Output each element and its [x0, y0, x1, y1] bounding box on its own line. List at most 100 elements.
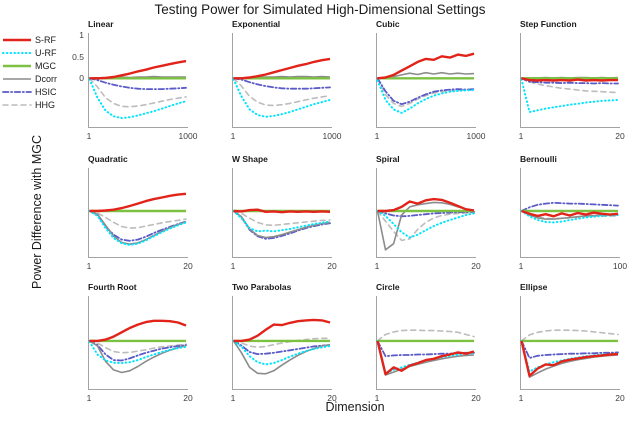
series-u-rf-exponential	[232, 78, 331, 118]
series-hhg-spiral	[376, 210, 475, 242]
x-tick-min-bernoulli: 1	[518, 261, 524, 271]
legend-item-dcorr: Dcorr	[2, 72, 86, 85]
series-s-rf-ellipse	[520, 340, 619, 378]
subplot-step-function: Step Function 1 20	[519, 19, 625, 142]
y-tick-0: 0	[79, 73, 84, 84]
series-dcorr-circle	[376, 340, 475, 376]
series-u-rf-spiral	[376, 210, 475, 239]
subplot-ellipse: Ellipse 1 20	[519, 282, 625, 404]
x-tick-max-spiral: 20	[471, 261, 481, 271]
subplot-title-circle: Circle	[376, 282, 400, 292]
subplot-plot-area-exponential	[232, 33, 332, 128]
series-u-rf-cubic	[376, 79, 475, 114]
subplot-plot-area-fourth-root	[88, 296, 188, 390]
x-tick-max-fourth-root: 20	[183, 393, 193, 403]
x-tick-min-linear: 1	[86, 131, 92, 141]
legend-item-mgc: MGC	[2, 59, 86, 72]
subplot-title-two-parabolas: Two Parabolas	[232, 282, 292, 292]
series-hhg-exponential	[232, 77, 331, 107]
subplot-plot-area-w-shape	[232, 168, 332, 258]
x-tick-max-w-shape: 20	[327, 261, 337, 271]
subplot-title-linear: Linear	[88, 19, 114, 29]
figure-title: Testing Power for Simulated High-Dimensi…	[154, 2, 486, 17]
x-tick-max-cubic: 1000	[466, 131, 486, 141]
subplot-plot-area-bernoulli	[520, 168, 620, 258]
x-tick-min-spiral: 1	[374, 261, 380, 271]
series-hsic-cubic	[376, 77, 475, 106]
series-hsic-ellipse	[520, 340, 619, 359]
x-tick-max-step-function: 20	[615, 131, 625, 141]
subplot-plot-area-quadratic	[88, 168, 188, 258]
series-dcorr-cubic	[377, 71, 475, 80]
legend-item-hsic: HSIC	[2, 85, 86, 98]
x-tick-max-circle: 20	[471, 393, 481, 403]
series-u-rf-two-parabolas	[232, 339, 331, 366]
subplot-title-quadratic: Quadratic	[88, 154, 128, 164]
series-hhg-w-shape	[232, 210, 331, 227]
series-s-rf-spiral	[377, 197, 475, 213]
series-u-rf-linear	[88, 78, 187, 120]
y-tick-1: 1	[79, 30, 84, 41]
x-tick-max-ellipse: 20	[615, 393, 625, 403]
legend-line-sample-hhg	[2, 103, 32, 106]
subplot-two-parabolas: Two Parabolas 1 20	[231, 282, 337, 404]
x-tick-min-circle: 1	[374, 393, 380, 403]
series-hhg-ellipse	[520, 329, 619, 342]
legend-label-dcorr: Dcorr	[35, 73, 57, 84]
legend-line-sample-dcorr	[3, 77, 31, 80]
series-u-rf-fourth-root	[88, 340, 187, 365]
subplot-plot-area-step-function	[520, 33, 620, 128]
series-hhg-step-function	[520, 77, 619, 94]
subplot-title-fourth-root: Fourth Root	[88, 282, 137, 292]
legend-line-sample-hsic	[2, 90, 32, 93]
x-tick-min-cubic: 1	[374, 131, 380, 141]
series-s-rf-circle	[376, 340, 475, 376]
series-dcorr-w-shape	[233, 210, 331, 239]
x-tick-max-linear: 1000	[178, 131, 198, 141]
x-tick-min-quadratic: 1	[86, 261, 92, 271]
x-tick-max-exponential: 1000	[322, 131, 342, 141]
series-s-rf-exponential	[233, 57, 331, 80]
subplot-spiral: Spiral 1 20	[375, 154, 481, 272]
series-hsic-linear	[88, 77, 187, 90]
subplot-plot-area-ellipse	[520, 296, 620, 390]
y-tick-0-5: 0.5	[72, 51, 84, 62]
subplot-title-cubic: Cubic	[376, 19, 400, 29]
series-hsic-fourth-root	[88, 340, 187, 362]
x-tick-max-bernoulli: 100	[612, 261, 628, 271]
series-hhg-quadratic	[88, 210, 187, 229]
subplot-bernoulli: Bernoulli 1 100	[519, 154, 627, 272]
series-s-rf-bernoulli	[521, 209, 619, 218]
subplot-exponential: Exponential 1 1000	[231, 19, 342, 142]
subplot-plot-area-cubic	[376, 33, 476, 128]
series-hsic-exponential	[232, 77, 331, 90]
subplot-title-exponential: Exponential	[232, 19, 281, 29]
x-axis-label: Dimension	[325, 400, 385, 414]
subplot-title-bernoulli: Bernoulli	[520, 154, 557, 164]
legend-item-u-rf: U-RF	[2, 46, 86, 59]
subplot-fourth-root: Fourth Root 1 20	[87, 282, 193, 404]
subplot-plot-area-two-parabolas	[232, 296, 332, 390]
series-hsic-step-function	[520, 77, 619, 85]
legend-label-hhg: HHG	[35, 99, 55, 110]
series-s-rf-quadratic	[89, 192, 187, 213]
subplot-cubic: Cubic 1 1000	[375, 19, 486, 142]
series-s-rf-w-shape	[233, 208, 331, 214]
legend: S-RF U-RF MGC Dcorr HSIC HHG	[2, 33, 86, 111]
subplot-w-shape: W Shape 1 20	[231, 154, 337, 272]
series-hsic-quadratic	[88, 210, 187, 242]
series-u-rf-bernoulli	[520, 210, 619, 224]
legend-label-u-rf: U-RF	[35, 47, 57, 58]
x-tick-min-two-parabolas: 1	[230, 393, 236, 403]
subplot-plot-area-linear	[88, 33, 188, 128]
subplot-quadratic: Quadratic 1 20	[87, 154, 193, 272]
legend-line-sample-mgc	[3, 64, 31, 67]
subplot-title-spiral: Spiral	[376, 154, 400, 164]
series-u-rf-step-function	[520, 78, 619, 113]
x-tick-max-quadratic: 20	[183, 261, 193, 271]
series-s-rf-two-parabolas	[233, 318, 331, 343]
series-hhg-circle	[376, 329, 475, 342]
series-s-rf-linear	[89, 59, 187, 80]
series-s-rf-fourth-root	[89, 319, 187, 343]
legend-item-hhg: HHG	[2, 98, 86, 111]
